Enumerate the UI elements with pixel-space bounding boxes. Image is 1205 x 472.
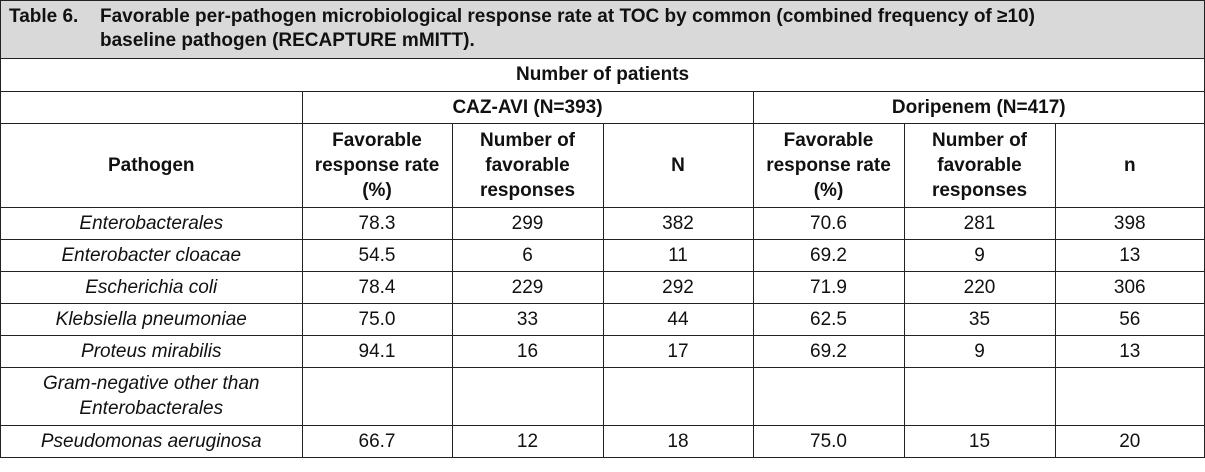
- group-header-empty: [1, 90, 303, 124]
- table-row: Gram-negative other than Enterobacterale…: [1, 366, 1205, 426]
- dor-favorable-cell: [903, 366, 1056, 426]
- dor-rate-cell: 62.5: [752, 302, 905, 336]
- group-header-doripenem: Doripenem (N=417): [752, 90, 1205, 124]
- table-title-line2: baseline pathogen (RECAPTURE mMITT).: [100, 30, 475, 51]
- dor-n-cell: 13: [1054, 238, 1205, 272]
- dor-favorable-cell: 15: [903, 424, 1056, 457]
- pathogen-cell: Klebsiella pneumoniae: [1, 302, 303, 336]
- dor-n-cell: 56: [1054, 302, 1205, 336]
- table-row: Pseudomonas aeruginosa 66.7 12 18 75.0 1…: [1, 424, 1205, 457]
- dor-rate-cell: 69.2: [752, 334, 905, 368]
- caz-n-cell: 11: [602, 238, 754, 272]
- dor-rate-cell: 69.2: [752, 238, 905, 272]
- dor-n-cell: 20: [1054, 424, 1205, 457]
- col-header-dor-rate: Favorable response rate (%): [752, 122, 905, 208]
- col-header-caz-rate: Favorable response rate (%): [301, 122, 453, 208]
- pathogen-cell: Enterobacter cloacae: [1, 238, 303, 272]
- table-title-line1: Favorable per-pathogen microbiological r…: [100, 6, 1035, 27]
- dor-rate-cell: [752, 366, 905, 426]
- caz-favorable-cell: 12: [451, 424, 604, 457]
- group-header-caz-avi: CAZ-AVI (N=393): [301, 90, 754, 124]
- pathogen-cell: Gram-negative other than Enterobacterale…: [1, 366, 303, 426]
- caz-favorable-cell: 299: [451, 206, 604, 240]
- caz-n-cell: 18: [602, 424, 754, 457]
- col-header-caz-n: N: [602, 122, 754, 208]
- col-header-pathogen: Pathogen: [1, 122, 303, 208]
- caz-rate-cell: [301, 366, 453, 426]
- caz-n-cell: [602, 366, 754, 426]
- caz-n-cell: 382: [602, 206, 754, 240]
- super-header-cell: Number of patients: [1, 59, 1205, 92]
- col-header-dor-n: n: [1054, 122, 1205, 208]
- dor-n-cell: 306: [1054, 270, 1205, 304]
- caz-rate-cell: 78.4: [301, 270, 453, 304]
- dor-rate-cell: 71.9: [752, 270, 905, 304]
- dor-rate-cell: 75.0: [752, 424, 905, 457]
- pathogen-cell: Escherichia coli: [1, 270, 303, 304]
- table-row: Enterobacter cloacae 54.5 6 11 69.2 9 13: [1, 238, 1205, 272]
- table-row: Proteus mirabilis 94.1 16 17 69.2 9 13: [1, 334, 1205, 368]
- dor-n-cell: 13: [1054, 334, 1205, 368]
- response-rate-table: Number of patients CAZ-AVI (N=393) Dorip…: [1, 59, 1205, 457]
- table-caption: Table 6. Favorable per-pathogen microbiol…: [1, 1, 1204, 59]
- caz-favorable-cell: 33: [451, 302, 604, 336]
- dor-favorable-cell: 281: [903, 206, 1056, 240]
- pathogen-cell: Proteus mirabilis: [1, 334, 303, 368]
- pathogen-cell: Enterobacterales: [1, 206, 303, 240]
- dor-favorable-cell: 35: [903, 302, 1056, 336]
- caz-favorable-cell: [451, 366, 604, 426]
- caz-favorable-cell: 6: [451, 238, 604, 272]
- caz-favorable-cell: 16: [451, 334, 604, 368]
- dor-n-cell: [1054, 366, 1205, 426]
- table-row: Enterobacterales 78.3 299 382 70.6 281 3…: [1, 206, 1205, 240]
- pathogen-cell: Pseudomonas aeruginosa: [1, 424, 303, 457]
- data-table-container: Table 6. Favorable per-pathogen microbiol…: [0, 0, 1205, 458]
- group-header-row: CAZ-AVI (N=393) Doripenem (N=417): [1, 90, 1205, 124]
- dor-n-cell: 398: [1054, 206, 1205, 240]
- col-header-dor-favorable: Number of favorable responses: [903, 122, 1056, 208]
- caz-rate-cell: 75.0: [301, 302, 453, 336]
- table-row: Escherichia coli 78.4 229 292 71.9 220 3…: [1, 270, 1205, 304]
- table-row: Klebsiella pneumoniae 75.0 33 44 62.5 35…: [1, 302, 1205, 336]
- dor-favorable-cell: 9: [903, 238, 1056, 272]
- col-header-caz-favorable: Number of favorable responses: [451, 122, 604, 208]
- caz-rate-cell: 66.7: [301, 424, 453, 457]
- table-number: Table 6.: [9, 6, 79, 27]
- caz-favorable-cell: 229: [451, 270, 604, 304]
- caz-n-cell: 17: [602, 334, 754, 368]
- dor-rate-cell: 70.6: [752, 206, 905, 240]
- caz-n-cell: 292: [602, 270, 754, 304]
- dor-favorable-cell: 220: [903, 270, 1056, 304]
- caz-n-cell: 44: [602, 302, 754, 336]
- super-header-row: Number of patients: [1, 59, 1205, 92]
- caz-rate-cell: 78.3: [301, 206, 453, 240]
- caz-rate-cell: 94.1: [301, 334, 453, 368]
- column-header-row: Pathogen Favorable response rate (%) Num…: [1, 122, 1205, 208]
- caz-rate-cell: 54.5: [301, 238, 453, 272]
- dor-favorable-cell: 9: [903, 334, 1056, 368]
